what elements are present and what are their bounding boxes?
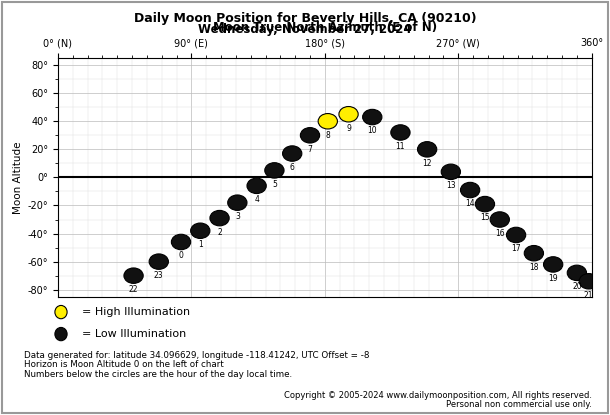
Ellipse shape — [475, 196, 495, 212]
Text: Daily Moon Position for Beverly Hills, CA (90210): Daily Moon Position for Beverly Hills, C… — [134, 12, 476, 24]
Text: 3: 3 — [235, 212, 240, 221]
Ellipse shape — [461, 182, 479, 198]
Ellipse shape — [441, 164, 461, 180]
Text: Numbers below the circles are the hour of the day local time.: Numbers below the circles are the hour o… — [24, 370, 293, 379]
Text: 19: 19 — [548, 274, 558, 283]
Text: = High Illumination: = High Illumination — [82, 307, 190, 317]
Text: Copyright © 2005-2024 www.dailymoonposition.com, All rights reserved.: Copyright © 2005-2024 www.dailymoonposit… — [284, 391, 592, 400]
Ellipse shape — [524, 246, 544, 261]
Text: Personal non commercial use only.: Personal non commercial use only. — [446, 400, 592, 410]
Ellipse shape — [149, 254, 168, 269]
Ellipse shape — [544, 257, 563, 272]
Text: 17: 17 — [511, 244, 521, 254]
Text: = Low Illumination: = Low Illumination — [82, 329, 187, 339]
Text: 11: 11 — [396, 142, 405, 151]
Text: Wednesday, November 27, 2024: Wednesday, November 27, 2024 — [198, 23, 412, 36]
Text: 23: 23 — [154, 271, 163, 280]
Text: 5: 5 — [272, 180, 277, 189]
Ellipse shape — [124, 268, 143, 283]
Ellipse shape — [490, 212, 509, 227]
Text: Data generated for: latitude 34.096629, longitude -118.41242, UTC Offset = -8: Data generated for: latitude 34.096629, … — [24, 351, 370, 360]
Ellipse shape — [362, 109, 382, 125]
Text: Horizon is Moon Altitude 0 on the left of chart: Horizon is Moon Altitude 0 on the left o… — [24, 360, 224, 369]
Text: 8: 8 — [325, 131, 330, 140]
Ellipse shape — [171, 234, 191, 250]
Ellipse shape — [228, 195, 247, 210]
Text: 7: 7 — [307, 145, 312, 154]
Ellipse shape — [282, 146, 302, 161]
Text: 2: 2 — [217, 227, 222, 237]
Ellipse shape — [417, 142, 437, 157]
Y-axis label: Moon Altitude: Moon Altitude — [13, 141, 23, 214]
Ellipse shape — [191, 223, 210, 239]
Text: 10: 10 — [367, 127, 377, 135]
Text: 16: 16 — [495, 229, 504, 238]
Text: 21: 21 — [584, 290, 594, 300]
Text: 18: 18 — [529, 263, 539, 271]
Ellipse shape — [391, 125, 410, 140]
Ellipse shape — [210, 210, 229, 226]
Text: 15: 15 — [480, 213, 490, 222]
Text: 13: 13 — [446, 181, 456, 190]
X-axis label: Moon True North Azimuth (E of N): Moon True North Azimuth (E of N) — [213, 22, 437, 34]
Text: 6: 6 — [290, 163, 295, 172]
Text: 1: 1 — [198, 240, 203, 249]
Ellipse shape — [265, 163, 284, 178]
Ellipse shape — [300, 127, 320, 143]
Text: 20: 20 — [572, 282, 582, 291]
Ellipse shape — [506, 227, 526, 243]
Ellipse shape — [567, 265, 586, 281]
Text: 14: 14 — [465, 200, 475, 208]
Ellipse shape — [318, 114, 337, 129]
Text: 22: 22 — [129, 285, 138, 294]
Ellipse shape — [579, 273, 598, 289]
Ellipse shape — [247, 178, 266, 193]
Ellipse shape — [339, 107, 358, 122]
Text: 9: 9 — [346, 124, 351, 133]
Text: 4: 4 — [254, 195, 259, 204]
Text: 12: 12 — [422, 159, 432, 168]
Text: 0: 0 — [179, 251, 184, 260]
